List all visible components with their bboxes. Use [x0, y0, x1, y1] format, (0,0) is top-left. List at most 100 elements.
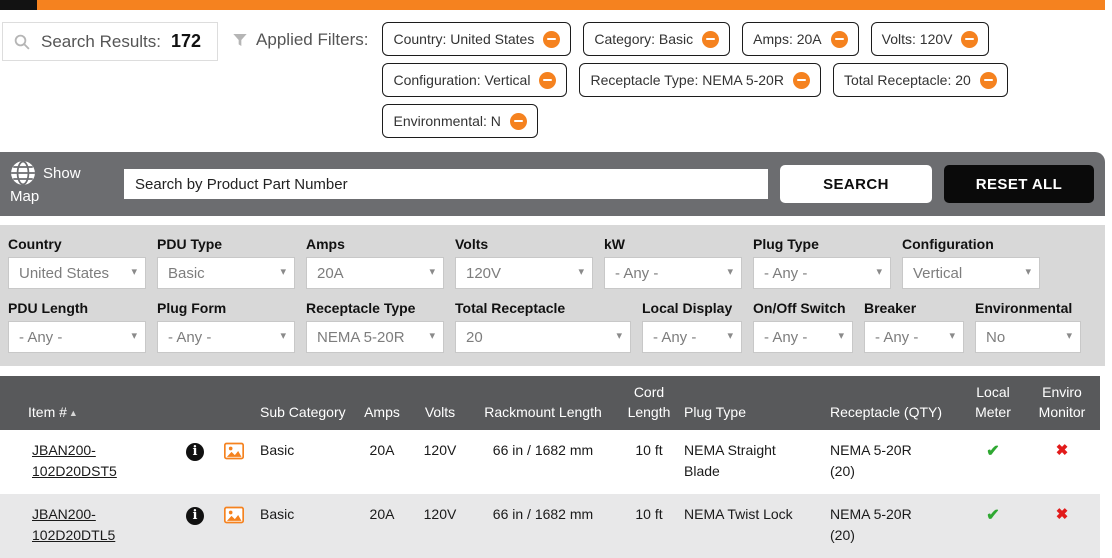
- onoff-switch-select[interactable]: - Any - ▾: [753, 321, 853, 353]
- column-header-amps[interactable]: Amps: [364, 403, 400, 420]
- filter-pdu-length: PDU Length - Any - ▾: [8, 300, 146, 353]
- receptacle-qty-value: NEMA 5-20R (20): [830, 442, 912, 480]
- part-number-search-input[interactable]: [124, 169, 768, 199]
- remove-filter-icon[interactable]: [961, 30, 979, 48]
- environmental-select[interactable]: No ▾: [975, 321, 1081, 353]
- filter-configuration: Configuration Vertical ▾: [902, 236, 1040, 289]
- rackmount-length-cell: 66 in / 1682 mm: [492, 442, 594, 459]
- remove-filter-icon[interactable]: [543, 30, 561, 48]
- show-map-toggle[interactable]: Show Map: [10, 160, 112, 209]
- select-value: 20: [466, 328, 483, 346]
- local-display-select[interactable]: - Any - ▾: [642, 321, 742, 353]
- plug-type-select[interactable]: - Any - ▾: [753, 257, 891, 289]
- chip-label: Country: United States: [393, 31, 535, 47]
- filter-plug-form: Plug Form - Any - ▾: [157, 300, 295, 353]
- sort-asc-icon: ▲: [68, 407, 78, 418]
- info-cell: i: [178, 504, 212, 525]
- column-header-rackmount-length[interactable]: Rackmount Length: [484, 403, 602, 420]
- info-icon[interactable]: i: [186, 506, 204, 525]
- country-select[interactable]: United States ▾: [8, 257, 146, 289]
- column-header-enviro-monitor[interactable]: Enviro Monitor: [1038, 384, 1086, 420]
- filter-breaker: Breaker - Any - ▾: [864, 300, 964, 353]
- plug-form-select[interactable]: - Any - ▾: [157, 321, 295, 353]
- filter-chip-configuration: Configuration: Vertical: [382, 63, 568, 97]
- filter-label: PDU Length: [8, 300, 89, 316]
- select-value: - Any -: [875, 328, 919, 346]
- remove-filter-icon[interactable]: [509, 112, 527, 130]
- item-cell: JBAN200-102D20DTL5: [0, 504, 178, 546]
- local-meter-cell: ✔: [962, 504, 1024, 528]
- select-value: 20A: [317, 264, 344, 282]
- chip-label: Environmental: N: [393, 113, 501, 129]
- image-cell: [212, 440, 256, 466]
- chevron-down-icon: ▾: [727, 266, 733, 278]
- globe-icon: [11, 160, 35, 185]
- filter-label: PDU Type: [157, 236, 223, 252]
- product-image-icon[interactable]: [224, 506, 244, 530]
- chevron-down-icon: ▾: [429, 330, 435, 342]
- filter-country: Country United States ▾: [8, 236, 146, 289]
- pdu-length-select[interactable]: - Any - ▾: [8, 321, 146, 353]
- volts-select[interactable]: 120V ▾: [455, 257, 593, 289]
- filter-chip-country: Country: United States: [382, 22, 572, 56]
- remove-filter-icon[interactable]: [539, 71, 557, 89]
- select-value: Basic: [168, 264, 205, 282]
- filter-chip-environmental: Environmental: N: [382, 104, 538, 138]
- top-bar-black-segment: [0, 0, 37, 10]
- remove-filter-icon[interactable]: [792, 71, 810, 89]
- receptacle-qty-value: NEMA 5-20R (20): [830, 506, 912, 544]
- filter-label: Plug Type: [753, 236, 819, 252]
- amps-select[interactable]: 20A ▾: [306, 257, 444, 289]
- header-label: Item #: [28, 403, 67, 420]
- remove-filter-icon[interactable]: [702, 30, 720, 48]
- pdu-type-select[interactable]: Basic ▾: [157, 257, 295, 289]
- product-image-icon[interactable]: [224, 442, 244, 466]
- reset-all-button[interactable]: RESET ALL: [944, 165, 1094, 203]
- column-header-plug-type[interactable]: Plug Type: [684, 403, 747, 420]
- applied-filters-label: Applied Filters:: [256, 30, 369, 49]
- filter-local-display: Local Display - Any - ▾: [642, 300, 742, 353]
- chevron-down-icon: ▾: [876, 266, 882, 278]
- plug-type-cell: NEMA Straight Blade: [680, 440, 826, 482]
- filter-label: Volts: [455, 236, 489, 252]
- check-icon: ✔: [986, 507, 1000, 525]
- filter-volts: Volts 120V ▾: [455, 236, 593, 289]
- column-header-sub-category[interactable]: Sub Category: [260, 403, 346, 420]
- remove-filter-icon[interactable]: [979, 71, 997, 89]
- enviro-monitor-cell: ✖: [1024, 504, 1100, 527]
- plug-type-value: NEMA Straight Blade: [684, 442, 776, 480]
- amps-cell: 20A: [369, 506, 395, 523]
- remove-filter-icon[interactable]: [830, 30, 848, 48]
- table-row: JBAN200-102D20DST5 i Basic 20A 120V 66 i…: [0, 430, 1100, 495]
- select-value: - Any -: [19, 328, 63, 346]
- column-header-volts[interactable]: Volts: [424, 403, 456, 420]
- column-header-cord-length[interactable]: Cord Length: [627, 384, 671, 420]
- filter-receptacle-type: Receptacle Type NEMA 5-20R ▾: [306, 300, 444, 353]
- chip-label: Configuration: Vertical: [393, 72, 531, 88]
- total-receptacle-select[interactable]: 20 ▾: [455, 321, 631, 353]
- select-value: 120V: [466, 264, 502, 282]
- cross-icon: ✖: [1055, 442, 1069, 460]
- search-button[interactable]: SEARCH: [780, 165, 932, 203]
- select-value: NEMA 5-20R: [317, 328, 405, 346]
- local-meter-cell: ✔: [962, 440, 1024, 464]
- filter-plug-type: Plug Type - Any - ▾: [753, 236, 891, 289]
- search-results-count: 172: [171, 31, 202, 51]
- volts-cell: 120V: [423, 442, 457, 459]
- item-link[interactable]: JBAN200-102D20DTL5: [32, 506, 116, 544]
- filter-chip-amps: Amps: 20A: [742, 22, 859, 56]
- filter-chip-volts: Volts: 120V: [870, 22, 990, 56]
- receptacle-type-select[interactable]: NEMA 5-20R ▾: [306, 321, 444, 353]
- column-header-receptacle-qty[interactable]: Receptacle (QTY): [830, 403, 943, 420]
- cord-length-cell: 10 ft: [635, 506, 663, 523]
- configuration-select[interactable]: Vertical ▾: [902, 257, 1040, 289]
- column-header-local-meter[interactable]: Local Meter: [975, 384, 1011, 420]
- kw-select[interactable]: - Any - ▾: [604, 257, 742, 289]
- breaker-select[interactable]: - Any - ▾: [864, 321, 964, 353]
- chevron-down-icon: ▾: [838, 330, 844, 342]
- filter-row-1: Country United States ▾ PDU Type Basic ▾ Amp…: [8, 236, 1105, 289]
- cross-icon: ✖: [1055, 506, 1069, 524]
- column-header-item[interactable]: Item # ▲: [0, 403, 178, 423]
- item-link[interactable]: JBAN200-102D20DST5: [32, 442, 117, 480]
- info-icon[interactable]: i: [186, 442, 204, 461]
